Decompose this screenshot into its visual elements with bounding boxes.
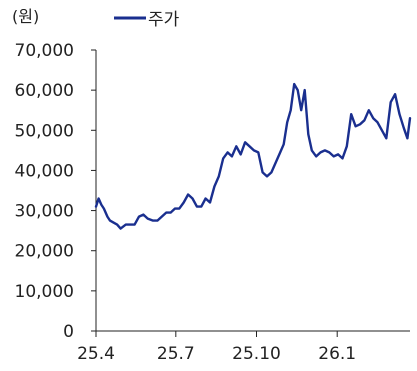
y-axis: 0 10,000 20,000 30,000 40,000 50,000 60,000 70,… bbox=[15, 41, 96, 342]
x-axis: 25.4 25.7 25.10 26.1 bbox=[77, 331, 356, 364]
x-tick-label: 26.1 bbox=[318, 344, 356, 364]
x-tick-label: 25.4 bbox=[77, 344, 115, 364]
y-axis-unit-label: (원) bbox=[12, 7, 39, 26]
y-tick-label: 60,000 bbox=[15, 81, 74, 101]
y-tick-label: 50,000 bbox=[15, 121, 74, 141]
y-tick-label: 40,000 bbox=[15, 161, 74, 181]
y-tick-label: 70,000 bbox=[15, 41, 74, 61]
y-tick-label: 20,000 bbox=[15, 242, 74, 262]
legend: 주가 bbox=[114, 10, 180, 30]
y-tick-label: 10,000 bbox=[15, 282, 74, 302]
x-tick-label: 25.10 bbox=[232, 344, 281, 364]
series-line-stock-price bbox=[94, 82, 412, 230]
legend-label-stock-price: 주가 bbox=[148, 10, 180, 30]
y-tick-label: 0 bbox=[63, 322, 74, 342]
y-tick-label: 30,000 bbox=[15, 202, 74, 222]
x-tick-label: 25.7 bbox=[157, 344, 195, 364]
